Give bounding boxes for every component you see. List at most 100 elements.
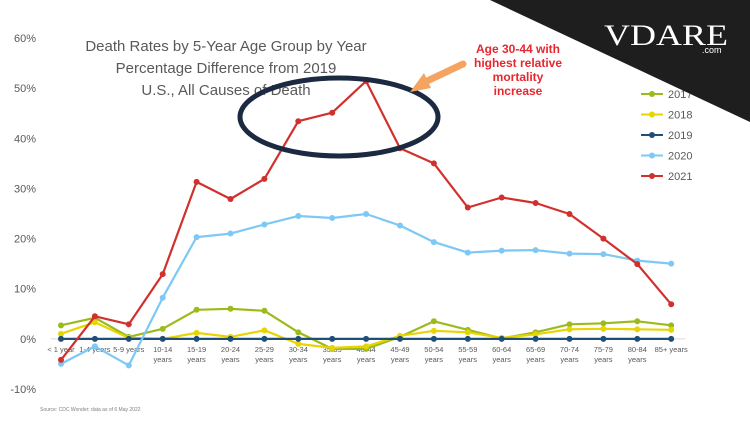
data-point-2020 [498, 247, 505, 254]
data-point-2021 [295, 118, 302, 125]
data-point-2021 [464, 204, 471, 211]
legend-label: 2018 [668, 110, 692, 122]
legend-swatch-marker [649, 173, 655, 179]
data-point-2018 [668, 326, 675, 333]
data-point-2019 [566, 335, 573, 342]
data-point-2020 [566, 250, 573, 257]
x-tick-label: 20-24 [221, 345, 240, 354]
data-point-2017 [634, 318, 641, 325]
x-tick-label: 10-14 [153, 345, 172, 354]
data-point-2018 [600, 325, 607, 332]
x-axis-ticks: < 1 year 1-4 years 5-9 years 10-14years15-1… [47, 345, 688, 364]
x-tick-label: 85+ years [655, 345, 688, 354]
legend-label: 2019 [668, 130, 692, 142]
data-point-2018 [261, 327, 268, 334]
data-point-2019 [159, 335, 166, 342]
annotation-line-3: mortality [493, 70, 544, 84]
data-point-2017 [261, 307, 268, 314]
data-point-2017 [193, 306, 200, 313]
data-point-2017 [566, 321, 573, 328]
x-tick-label: 45-49 [390, 345, 409, 354]
annotation-arrow [410, 60, 467, 92]
data-point-2021 [193, 178, 200, 185]
data-point-2019 [295, 335, 302, 342]
data-point-2021 [159, 271, 166, 278]
data-point-2020 [668, 260, 675, 267]
x-tick-label: 50-54 [424, 345, 443, 354]
data-point-2017 [600, 320, 607, 327]
y-tick-label: 20% [14, 234, 36, 246]
x-tick-label: 80-84 [628, 345, 647, 354]
data-point-2021 [430, 160, 437, 167]
data-point-2020 [193, 234, 200, 241]
chart-title-line-3: U.S., All Causes of Death [141, 82, 310, 99]
data-point-2019 [634, 335, 641, 342]
data-point-2021 [91, 313, 98, 320]
data-point-2019 [125, 335, 132, 342]
data-point-2018 [91, 319, 98, 326]
data-point-2019 [498, 335, 505, 342]
y-tick-label: 0% [20, 334, 36, 346]
data-point-2019 [430, 335, 437, 342]
data-point-2017 [295, 329, 302, 336]
data-point-2019 [227, 335, 234, 342]
data-point-2019 [397, 335, 403, 342]
x-tick-label: 55-59 [458, 345, 477, 354]
data-point-2021 [125, 321, 132, 328]
x-tick-label: years [323, 355, 342, 364]
x-tick-label: years [425, 355, 444, 364]
x-tick-label: years [459, 355, 478, 364]
legend-label: 2020 [668, 151, 692, 163]
data-point-2021 [227, 195, 234, 202]
data-point-2017 [227, 305, 234, 312]
data-point-2020 [91, 343, 98, 350]
data-point-2021 [498, 194, 505, 201]
data-point-2020 [125, 362, 132, 369]
x-tick-label: years [493, 355, 512, 364]
annotation-line-1: Age 30-44 with [476, 42, 560, 56]
data-point-2018 [193, 329, 200, 336]
x-tick-label: years [391, 355, 410, 364]
x-tick-label: years [560, 355, 579, 364]
data-point-2019 [261, 335, 268, 342]
data-point-2020 [227, 230, 234, 237]
x-tick-label: years [289, 355, 308, 364]
x-tick-label: 15-19 [187, 345, 206, 354]
data-point-2018 [566, 326, 573, 333]
x-tick-label: years [255, 355, 274, 364]
x-tick-label: years [628, 355, 647, 364]
logo-sub-text: .com [702, 45, 722, 55]
data-point-2019 [363, 335, 370, 342]
data-point-2018 [329, 344, 336, 351]
x-tick-label: 60-64 [492, 345, 511, 354]
data-point-2018 [634, 326, 641, 333]
x-tick-label: 70-74 [560, 345, 579, 354]
data-point-2021 [566, 211, 573, 218]
data-point-2020 [464, 249, 471, 256]
data-point-2018 [363, 343, 370, 350]
data-point-2018 [295, 340, 302, 347]
chart-title-line-1: Death Rates by 5-Year Age Group by Year [85, 38, 366, 55]
data-point-2018 [58, 330, 64, 337]
legend-swatch-marker [649, 152, 655, 159]
data-point-2020 [295, 213, 302, 220]
x-tick-label: years [154, 355, 173, 364]
x-tick-label: 1-4 years [79, 345, 111, 354]
y-tick-label: 30% [14, 183, 36, 195]
x-tick-label: years [221, 355, 240, 364]
data-point-2021 [668, 301, 675, 308]
data-point-2020 [397, 222, 403, 229]
source-note: Source: CDC Wonder; data as of 6 May 202… [40, 407, 141, 413]
data-point-2020 [600, 251, 607, 258]
y-tick-label: 50% [14, 83, 36, 95]
data-point-2019 [193, 335, 200, 342]
x-tick-label: 5-9 years [113, 345, 145, 354]
x-tick-label: < 1 year [47, 345, 75, 354]
y-tick-label: 60% [14, 33, 36, 45]
data-point-2020 [329, 215, 336, 222]
data-point-2019 [464, 335, 471, 342]
data-point-2019 [329, 335, 336, 342]
chart-title-line-2: Percentage Difference from 2019 [116, 60, 337, 77]
data-point-2021 [261, 175, 268, 182]
data-point-2021 [634, 261, 641, 268]
